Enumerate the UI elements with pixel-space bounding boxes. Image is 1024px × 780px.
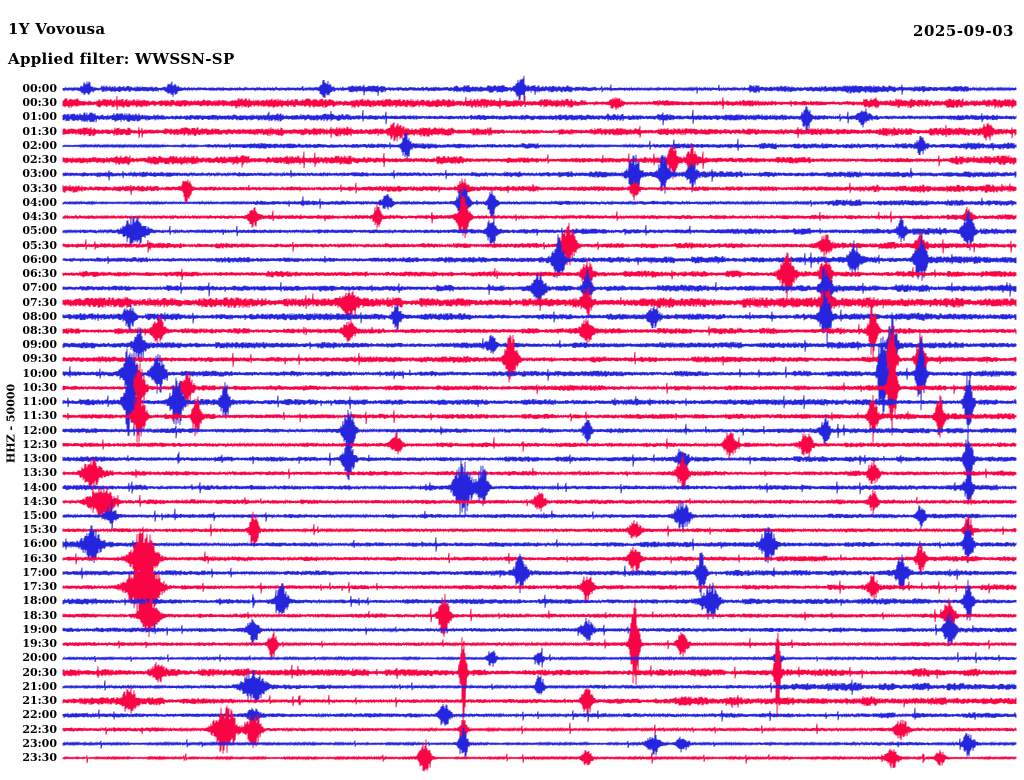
trace-row-1430 <box>62 485 1017 520</box>
trace-row-0630 <box>62 252 1017 298</box>
time-label: 03:30 <box>22 181 57 195</box>
time-label: 14:30 <box>22 494 57 508</box>
time-label: 19:00 <box>22 622 57 636</box>
trace-row-1200 <box>62 409 1017 458</box>
time-label: 23:30 <box>22 750 57 764</box>
trace-row-1000 <box>62 336 1017 416</box>
time-label: 11:00 <box>22 395 57 409</box>
time-label: 08:00 <box>22 309 57 323</box>
time-label: 01:00 <box>22 110 57 124</box>
time-label: 17:30 <box>22 580 57 594</box>
time-label: 04:30 <box>22 210 57 224</box>
trace-row-0800 <box>62 291 1017 345</box>
trace-row-2000 <box>62 647 1017 668</box>
trace-row-2100 <box>62 669 1017 704</box>
time-label: 14:00 <box>22 480 57 494</box>
trace-row-0430 <box>62 195 1017 239</box>
trace-row-0300 <box>62 154 1017 195</box>
trace-row-0500 <box>62 210 1017 251</box>
trace-row-2330 <box>62 739 1017 772</box>
trace-row-1730 <box>62 548 1017 627</box>
time-label: 06:00 <box>22 252 57 266</box>
trace-row-1500 <box>62 500 1017 533</box>
time-label: 18:00 <box>22 594 57 608</box>
trace-row-1100 <box>62 369 1017 436</box>
trace-row-2200 <box>62 704 1017 726</box>
trace-row-0100 <box>62 106 1017 133</box>
trace-row-1830 <box>62 591 1017 638</box>
time-label: 19:30 <box>22 637 57 651</box>
time-label: 04:00 <box>22 195 57 209</box>
trace-row-2230 <box>62 705 1017 754</box>
date-label: 2025-09-03 <box>913 22 1014 40</box>
time-label: 09:30 <box>22 352 57 366</box>
time-label: 18:30 <box>22 608 57 622</box>
trace-row-1800 <box>62 579 1017 621</box>
trace-row-0130 <box>62 122 1017 142</box>
trace-row-1230 <box>62 430 1017 460</box>
trace-row-1330 <box>62 454 1017 490</box>
trace-row-1930 <box>62 601 1017 686</box>
trace-row-1030 <box>62 343 1017 436</box>
trace-row-2130 <box>62 686 1017 716</box>
time-label: 02:30 <box>22 153 57 167</box>
time-label: 22:30 <box>22 722 57 736</box>
time-label: 16:00 <box>22 537 57 551</box>
trace-row-0030 <box>62 95 1017 111</box>
trace-row-0730 <box>62 286 1017 321</box>
trace-row-1700 <box>62 552 1017 596</box>
time-label: 15:00 <box>22 509 57 523</box>
time-label: 16:30 <box>22 551 57 565</box>
trace-row-0400 <box>62 185 1017 221</box>
trace-row-1530 <box>62 511 1017 548</box>
trace-row-0600 <box>62 234 1017 281</box>
time-label: 12:30 <box>22 437 57 451</box>
trace-row-2030 <box>62 632 1017 727</box>
trace-row-0830 <box>62 303 1017 359</box>
trace-row-0000 <box>62 75 1017 104</box>
time-label: 03:00 <box>22 167 57 181</box>
trace-row-2300 <box>62 726 1017 758</box>
time-label: 22:00 <box>22 708 57 722</box>
time-label: 21:00 <box>22 679 57 693</box>
trace-row-0200 <box>62 132 1017 162</box>
trace-row-0900 <box>62 312 1017 379</box>
time-label: 20:00 <box>22 651 57 665</box>
trace-row-1630 <box>62 526 1017 593</box>
trace-row-1400 <box>62 459 1017 517</box>
time-label: 05:00 <box>22 224 57 238</box>
time-label: 10:00 <box>22 366 57 380</box>
trace-row-0930 <box>62 325 1017 396</box>
trace-row-0230 <box>62 143 1017 180</box>
trace-row-1130 <box>62 392 1017 443</box>
filter-label: Applied filter: WWSSN-SP <box>8 50 235 68</box>
time-label: 07:00 <box>22 281 57 295</box>
time-label: 20:30 <box>22 665 57 679</box>
time-label: 00:30 <box>22 96 57 110</box>
time-label: 07:30 <box>22 295 57 309</box>
trace-row-0330 <box>62 178 1017 204</box>
time-label: 00:00 <box>22 82 57 95</box>
time-label: 02:00 <box>22 138 57 152</box>
time-label: 08:30 <box>22 323 57 337</box>
station-title: 1Y Vovousa <box>8 20 106 38</box>
time-label: 13:30 <box>22 466 57 480</box>
time-label: 15:30 <box>22 523 57 537</box>
trace-row-1900 <box>62 612 1017 647</box>
time-label: 21:30 <box>22 694 57 708</box>
time-label: 13:00 <box>22 452 57 466</box>
time-label: 01:30 <box>22 124 57 138</box>
time-label: 12:00 <box>22 423 57 437</box>
trace-row-1600 <box>62 521 1017 564</box>
time-label: 11:30 <box>22 409 57 423</box>
trace-row-1300 <box>62 430 1017 483</box>
time-label: 10:30 <box>22 380 57 394</box>
time-label: 17:00 <box>22 565 57 579</box>
time-label: 09:00 <box>22 338 57 352</box>
time-label: 05:30 <box>22 238 57 252</box>
time-label: 06:30 <box>22 267 57 281</box>
time-label: 23:00 <box>22 736 57 750</box>
